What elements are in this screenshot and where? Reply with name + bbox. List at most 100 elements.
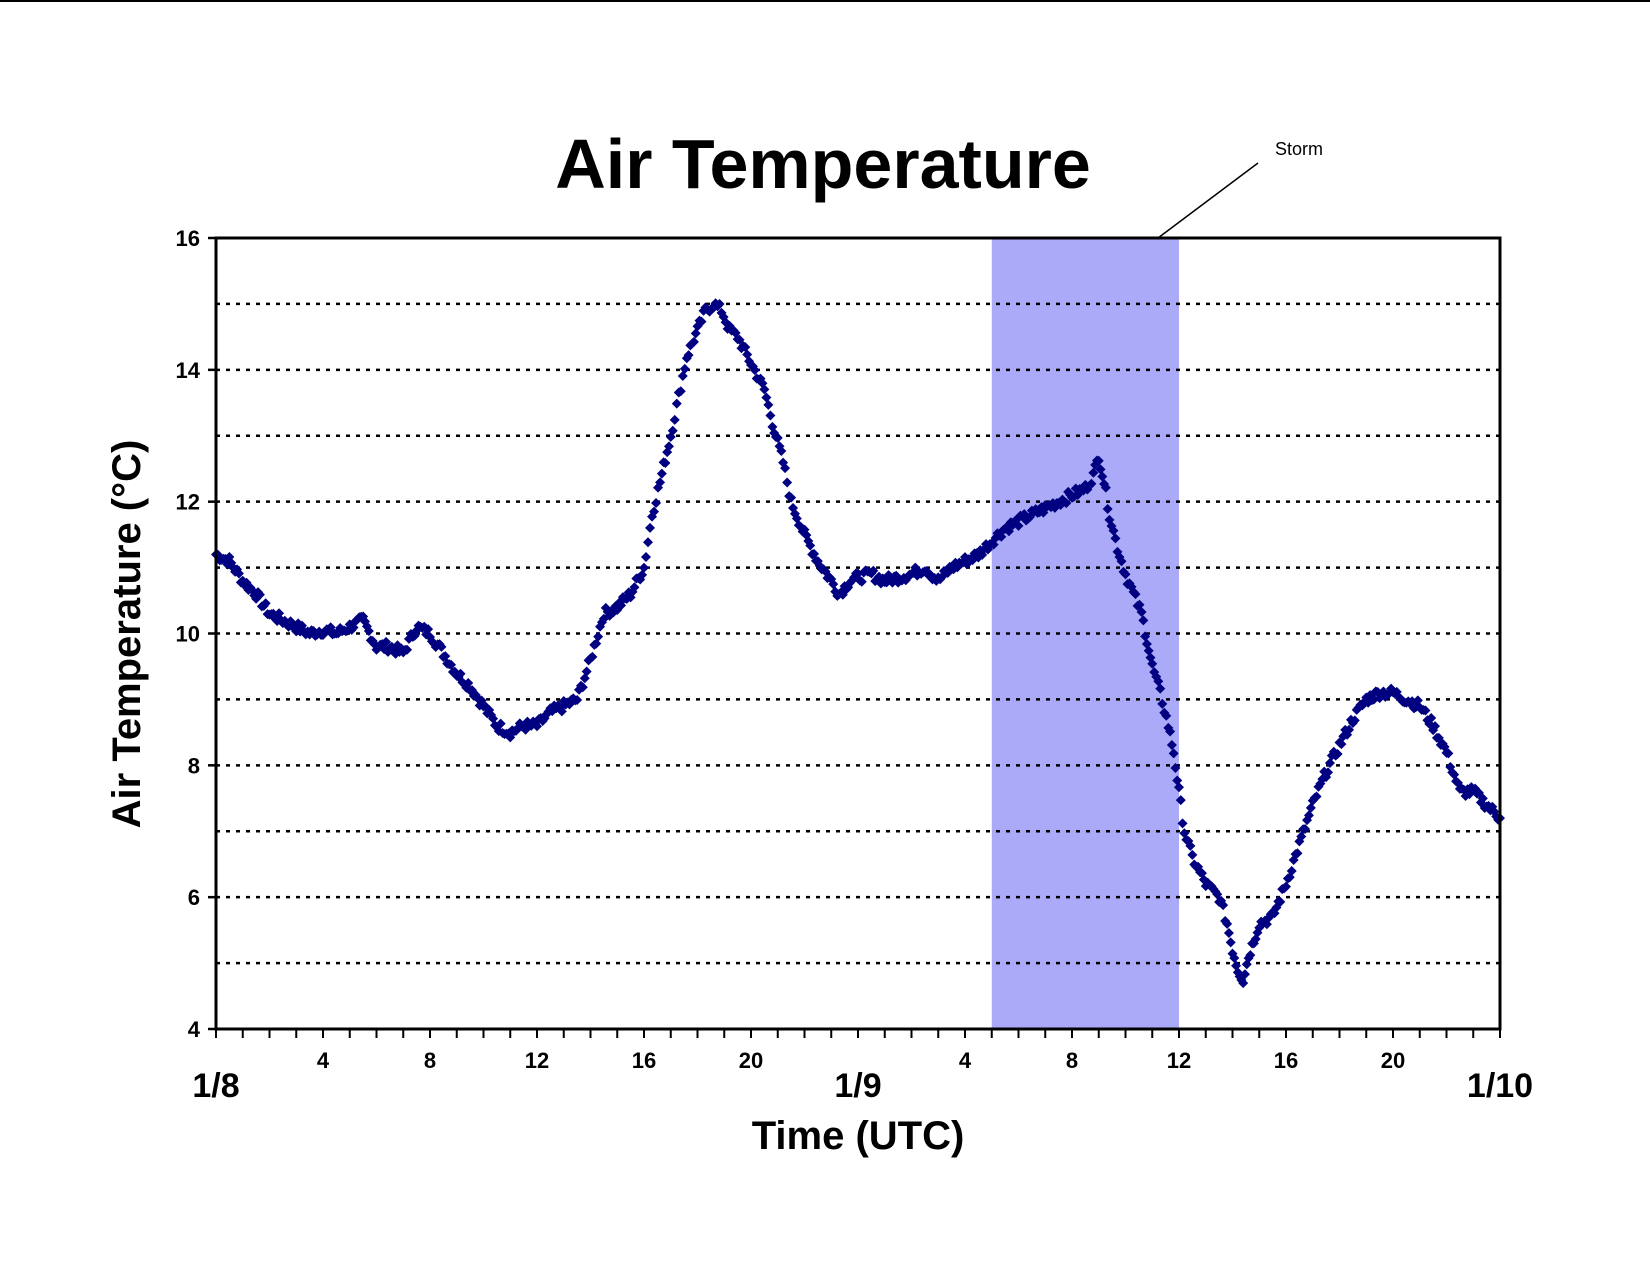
data-point [446,659,457,670]
data-point [669,414,680,425]
data-point [1155,683,1166,694]
data-point [1349,715,1360,726]
data-point [1157,698,1168,709]
data-point [772,432,783,443]
data-point [1245,950,1256,961]
data-point [1187,849,1198,860]
y-tick-label: 14 [176,358,201,383]
data-point [1093,455,1104,466]
storm-annotation-leader [1157,162,1259,239]
data-point [641,552,652,563]
data-point [1344,724,1355,735]
data-point [495,718,506,729]
data-point [688,336,699,347]
y-tick-label: 16 [176,226,200,251]
y-tick-label: 6 [188,885,200,910]
data-point [440,651,451,662]
data-point [782,477,793,488]
data-point [1134,599,1145,610]
data-point [1174,782,1184,793]
data-point [649,506,660,517]
data-point [789,508,800,519]
data-point [776,446,787,457]
data-point [254,589,265,600]
data-point [763,399,774,410]
data-point [683,350,694,361]
data-point [1161,710,1172,721]
data-point [690,328,701,339]
data-point [677,371,688,382]
data-point [714,298,725,309]
data-point [805,540,816,551]
data-point [1097,471,1108,482]
data-point [436,641,447,652]
data-point [572,695,583,706]
data-point [660,457,671,468]
x-hour-label: 8 [1066,1048,1078,1073]
data-point [656,468,667,479]
data-point [1088,467,1099,478]
data-point [645,522,656,533]
data-point [1177,818,1188,829]
x-hour-label: 16 [1274,1048,1298,1073]
data-point [1275,896,1286,907]
data-point [1443,748,1454,759]
data-point [655,477,666,488]
data-point [593,631,604,642]
x-date-label: 1/10 [1467,1067,1533,1105]
data-point [809,548,820,559]
data-point [1185,840,1196,851]
data-point [1175,795,1186,806]
data-point [663,441,674,452]
data-point [1426,712,1437,723]
data-point [455,668,466,679]
data-point [1108,525,1119,536]
data-point [1296,831,1307,842]
data-point [1412,695,1423,706]
data-point [249,590,260,601]
data-point [1013,520,1024,531]
data-point [1100,482,1111,493]
x-hour-label: 4 [959,1048,972,1073]
data-point [1140,631,1151,642]
data-point [675,386,686,397]
data-point [1336,739,1347,750]
data-point [532,721,542,732]
data-point [1225,937,1236,948]
data-point [749,365,760,376]
data-point [637,569,648,580]
x-hour-label: 12 [525,1048,549,1073]
data-point [1003,526,1014,537]
data-point [828,579,839,590]
data-point [679,363,690,374]
x-date-label: 1/9 [834,1067,881,1105]
data-point [1303,810,1314,821]
chart-title: Air Temperature [555,125,1091,203]
data-point [1165,726,1176,737]
gridlines [216,302,1500,965]
data-point [1223,927,1234,938]
data-point [1153,676,1164,687]
data-point [1286,865,1297,876]
data-point [696,316,707,327]
y-tick-label: 4 [188,1017,201,1042]
data-point [1130,589,1141,600]
x-axis-label: Time (UTC) [752,1114,965,1158]
data-point [1292,848,1303,859]
data-point [1218,900,1229,911]
data-point [1323,767,1334,778]
data-point [423,624,434,635]
data-point [1222,918,1233,929]
data-point [1166,740,1177,751]
data-point [1147,658,1158,669]
data-point [556,706,567,717]
data-point [577,682,588,693]
x-hour-label: 8 [424,1048,436,1073]
data-point [616,600,627,611]
data-point [1300,824,1311,835]
data-point [780,463,791,474]
data-point [734,334,745,345]
data-point [233,568,244,579]
